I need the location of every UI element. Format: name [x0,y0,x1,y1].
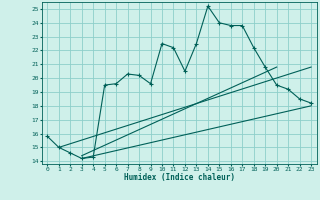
X-axis label: Humidex (Indice chaleur): Humidex (Indice chaleur) [124,173,235,182]
